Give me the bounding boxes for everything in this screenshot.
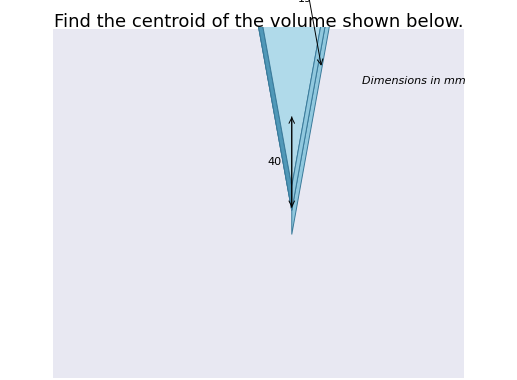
Polygon shape: [262, 21, 292, 211]
Polygon shape: [292, 0, 434, 234]
Text: r = 12: r = 12: [0, 379, 1, 380]
Polygon shape: [232, 0, 292, 211]
Text: Dimensions in mm: Dimensions in mm: [362, 76, 466, 86]
Text: Find the centroid of the volume shown below.: Find the centroid of the volume shown be…: [54, 13, 463, 31]
FancyBboxPatch shape: [53, 28, 464, 378]
Polygon shape: [262, 0, 360, 186]
Polygon shape: [292, 0, 322, 21]
Polygon shape: [232, 0, 262, 44]
Text: 19: 19: [298, 0, 312, 4]
Text: 40: 40: [267, 157, 281, 167]
Polygon shape: [292, 0, 360, 211]
Polygon shape: [232, 0, 434, 211]
Polygon shape: [262, 0, 292, 44]
